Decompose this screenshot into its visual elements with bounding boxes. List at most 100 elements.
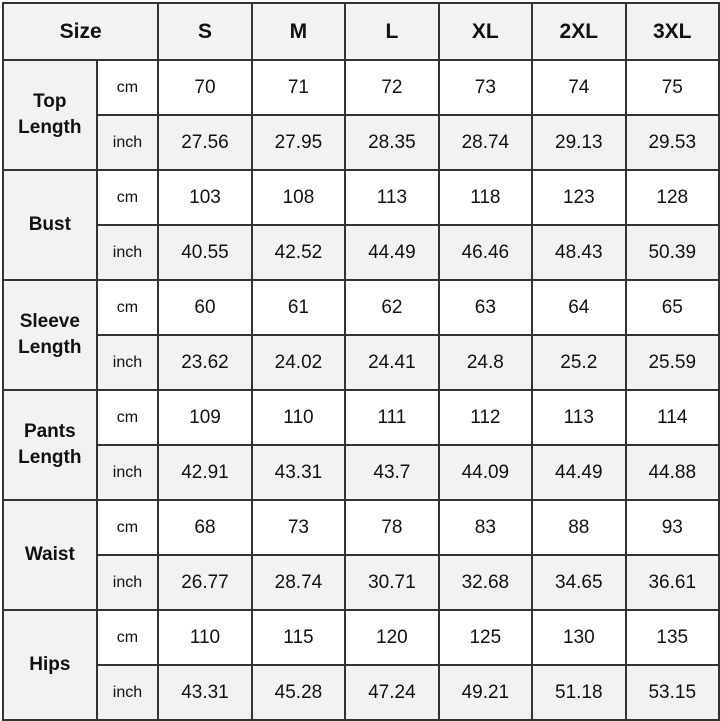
value-cell: 46.46	[437, 224, 534, 281]
value-cell: 63	[437, 279, 534, 336]
label-line1: Pants	[23, 421, 76, 442]
measurement-label: Bust	[2, 169, 98, 281]
value-cell: 25.59	[624, 334, 720, 391]
size-m: M	[250, 2, 347, 61]
value-cell: 68	[157, 499, 253, 556]
value-cell: 25.2	[531, 334, 627, 391]
value-cell: 128	[624, 169, 720, 226]
value-cell: 24.41	[344, 334, 440, 391]
table-row: Sleeve Length cm 60 61 62 63 64 65	[2, 279, 720, 391]
value-cell: 42.91	[157, 444, 253, 501]
unit-cell: inch	[95, 114, 160, 171]
size-xl: XL	[437, 2, 534, 61]
value-cell: 43.7	[344, 444, 440, 501]
table-row: inch 26.77 28.74 30.71 32.68 34.65 36.61	[3, 554, 720, 611]
value-cell: 88	[531, 499, 627, 556]
value-cell: 43.31	[250, 444, 347, 501]
value-cell: 118	[437, 169, 534, 226]
value-cell: 44.88	[624, 444, 720, 501]
value-cell: 27.95	[250, 114, 347, 171]
value-cell: 108	[250, 169, 347, 226]
value-cell: 50.39	[624, 224, 720, 281]
value-cell: 61	[250, 279, 347, 336]
value-cell: 44.49	[531, 444, 627, 501]
value-cell: 130	[531, 609, 627, 666]
value-cell: 44.09	[437, 444, 534, 501]
table-row: Waist cm 68 73 78 83 88 93	[2, 499, 720, 611]
value-cell: 36.61	[624, 554, 720, 611]
table-row: Pants Length cm 109 110 111 112 113 114	[2, 389, 720, 501]
label-line1: Hips	[29, 654, 71, 675]
value-cell: 23.62	[157, 334, 253, 391]
value-cell: 62	[344, 279, 440, 336]
value-cell: 28.74	[250, 554, 347, 611]
value-cell: 78	[344, 499, 440, 556]
table-row: inch 42.91 43.31 43.7 44.09 44.49 44.88	[3, 444, 720, 501]
value-cell: 28.74	[437, 114, 534, 171]
value-cell: 27.56	[157, 114, 253, 171]
value-cell: 48.43	[531, 224, 627, 281]
value-cell: 83	[437, 499, 534, 556]
value-cell: 71	[250, 59, 347, 116]
label-line2: Length	[18, 117, 82, 138]
measurement-label: Waist	[2, 499, 98, 611]
table-row: inch 23.62 24.02 24.41 24.8 25.2 25.59	[3, 334, 720, 391]
table-row: inch 40.55 42.52 44.49 46.46 48.43 50.39	[3, 224, 720, 281]
size-2xl: 2XL	[531, 2, 627, 61]
value-cell: 103	[157, 169, 253, 226]
size-header: Size	[1, 2, 160, 61]
value-cell: 43.31	[157, 664, 253, 721]
measurement-label: Hips	[2, 609, 98, 721]
table-row: Bust cm 103 108 113 118 123 128	[2, 169, 720, 281]
value-cell: 112	[437, 389, 534, 446]
value-cell: 70	[157, 59, 253, 116]
value-cell: 110	[157, 609, 253, 666]
size-3xl: 3XL	[624, 2, 720, 61]
value-cell: 29.13	[531, 114, 627, 171]
measurement-label: Sleeve Length	[2, 279, 98, 391]
value-cell: 73	[250, 499, 347, 556]
unit-cell: cm	[95, 59, 160, 116]
unit-cell: inch	[95, 554, 160, 611]
value-cell: 49.21	[437, 664, 534, 721]
unit-cell: cm	[95, 169, 160, 226]
value-cell: 24.02	[250, 334, 347, 391]
unit-cell: inch	[95, 444, 160, 501]
value-cell: 29.53	[624, 114, 720, 171]
unit-cell: inch	[95, 334, 160, 391]
value-cell: 135	[624, 609, 720, 666]
value-cell: 45.28	[250, 664, 347, 721]
label-line1: Waist	[24, 544, 75, 565]
unit-cell: cm	[95, 609, 160, 666]
unit-cell: cm	[95, 499, 160, 556]
value-cell: 47.24	[344, 664, 440, 721]
size-l: L	[344, 2, 440, 61]
table-row: Top Length cm 70 71 72 73 74 75	[2, 59, 720, 171]
label-line1: Top	[33, 91, 67, 112]
value-cell: 72	[344, 59, 440, 116]
value-cell: 32.68	[437, 554, 534, 611]
value-cell: 53.15	[624, 664, 720, 721]
table-row: Hips cm 110 115 120 125 130 135	[2, 609, 720, 721]
value-cell: 60	[157, 279, 253, 336]
value-cell: 93	[624, 499, 720, 556]
value-cell: 125	[437, 609, 534, 666]
label-line1: Bust	[28, 214, 71, 235]
unit-cell: cm	[95, 389, 160, 446]
value-cell: 51.18	[531, 664, 627, 721]
value-cell: 42.52	[250, 224, 347, 281]
label-line1: Sleeve	[19, 311, 80, 332]
size-s: S	[157, 2, 253, 61]
value-cell: 74	[531, 59, 627, 116]
value-cell: 30.71	[344, 554, 440, 611]
label-line2: Length	[18, 337, 82, 358]
value-cell: 40.55	[157, 224, 253, 281]
value-cell: 109	[157, 389, 253, 446]
value-cell: 44.49	[344, 224, 440, 281]
value-cell: 65	[624, 279, 720, 336]
value-cell: 28.35	[344, 114, 440, 171]
unit-cell: inch	[95, 224, 160, 281]
value-cell: 24.8	[437, 334, 534, 391]
value-cell: 114	[624, 389, 720, 446]
